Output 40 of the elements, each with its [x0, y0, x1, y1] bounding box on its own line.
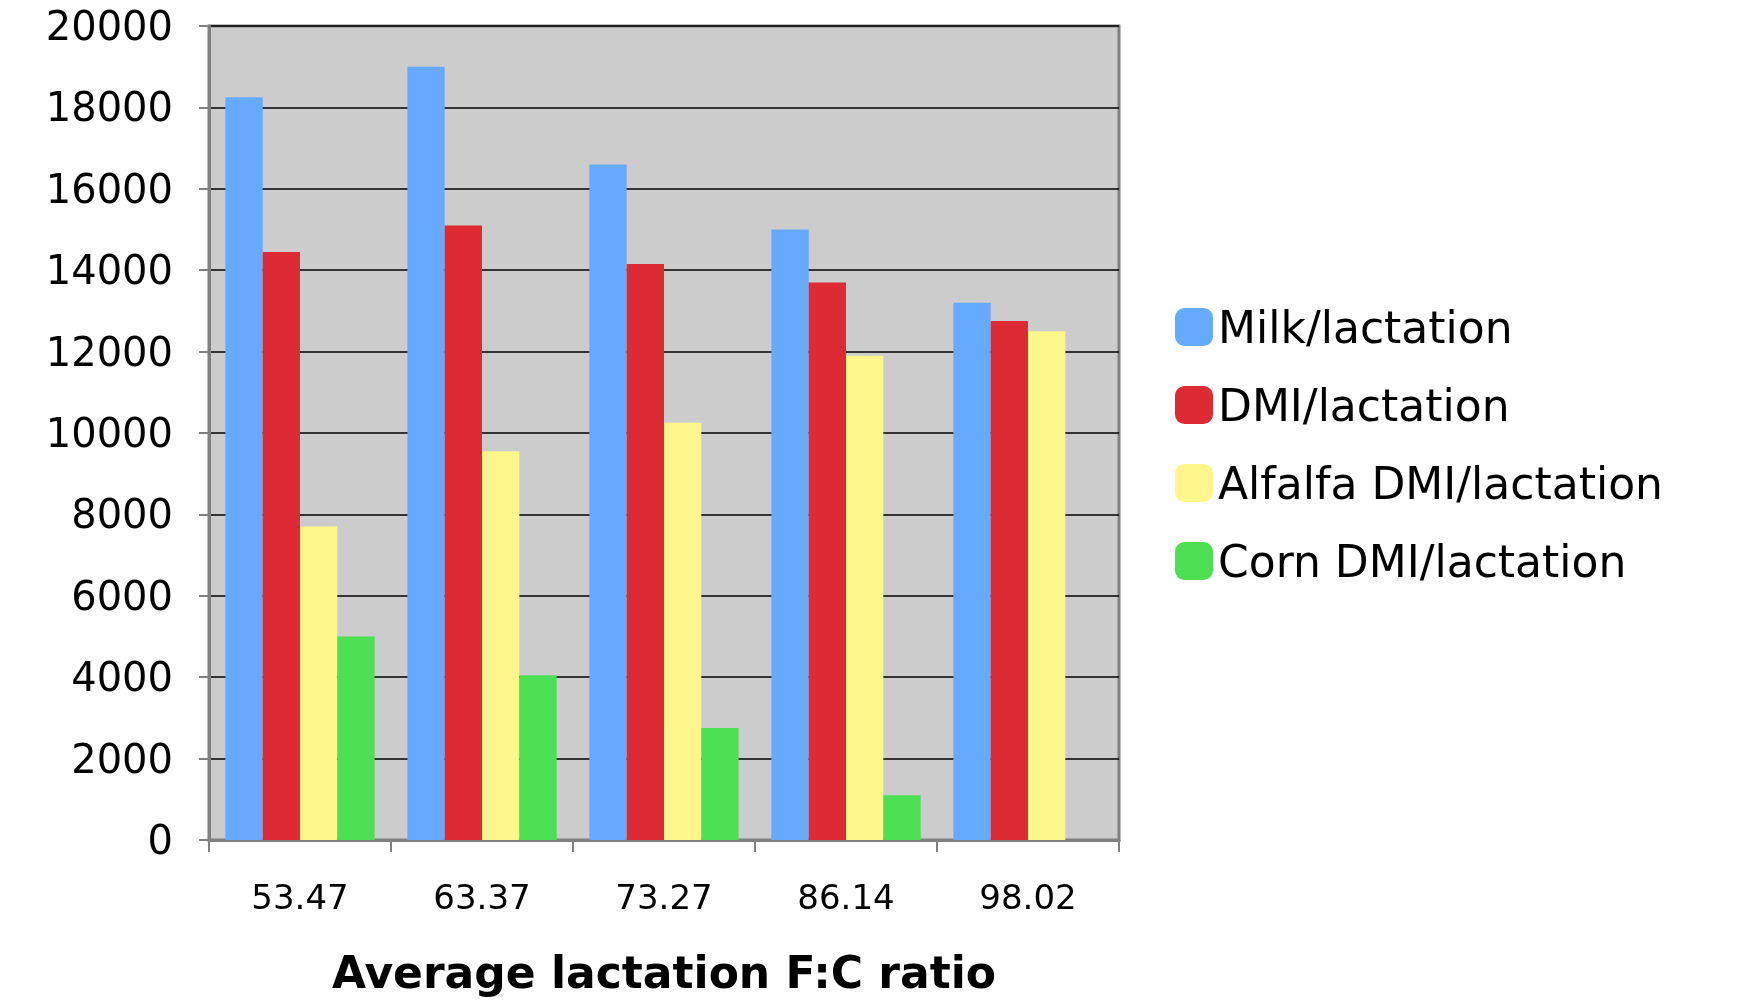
x-tick-label: 86.14	[797, 877, 895, 917]
legend-label: Milk/lactation	[1218, 301, 1513, 353]
y-tick-label: 12000	[45, 328, 173, 375]
y-tick-label: 6000	[71, 572, 173, 619]
x-tick-label: 63.37	[433, 877, 531, 917]
y-tick-label: 4000	[71, 654, 173, 701]
x-tick-label: 98.02	[979, 877, 1077, 917]
bar	[262, 251, 300, 840]
y-tick-label: 2000	[71, 735, 173, 782]
bar	[444, 225, 482, 840]
legend-label: Alfalfa DMI/lactation	[1218, 457, 1663, 509]
bar	[407, 66, 445, 840]
bar	[300, 526, 338, 840]
legend-label: Corn DMI/lactation	[1218, 535, 1627, 587]
bar	[664, 422, 702, 840]
y-tick-label: 20000	[45, 3, 173, 49]
bar	[626, 264, 664, 840]
y-tick-label: 8000	[71, 491, 173, 538]
bar	[771, 229, 809, 840]
bar	[482, 451, 520, 840]
x-tick-label: 73.27	[615, 877, 713, 917]
bar	[337, 636, 375, 840]
bar	[990, 321, 1028, 840]
y-tick-label: 0	[147, 817, 173, 863]
bar	[589, 164, 627, 840]
bar	[808, 282, 846, 840]
y-tick-label: 18000	[45, 84, 173, 131]
y-tick-label: 14000	[45, 247, 173, 294]
x-axis-title: Average lactation F:C ratio	[331, 946, 997, 998]
bar	[883, 795, 921, 840]
bar	[225, 97, 263, 840]
legend-label: DMI/lactation	[1218, 379, 1510, 431]
bar	[953, 302, 991, 840]
bar	[846, 355, 884, 840]
bar	[1028, 331, 1066, 840]
x-tick-label: 53.47	[251, 877, 349, 917]
bar	[701, 728, 739, 840]
bar	[519, 675, 557, 840]
y-tick-label: 10000	[45, 410, 173, 456]
y-tick-label: 16000	[45, 165, 173, 212]
